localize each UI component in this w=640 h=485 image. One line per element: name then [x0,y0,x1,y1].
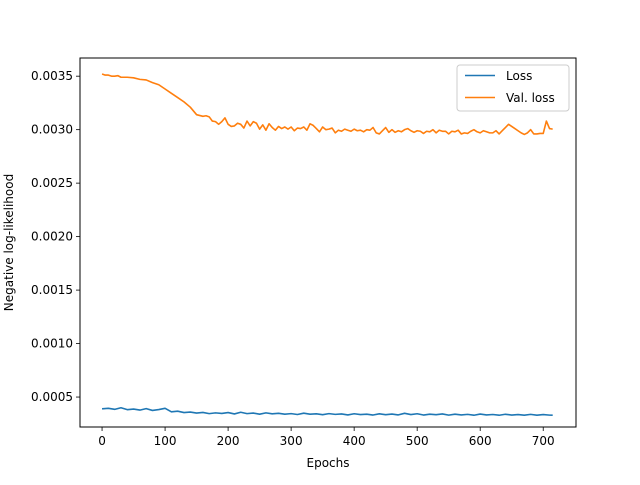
y-axis-label: Negative log-likelihood [2,174,16,311]
x-tick-label: 300 [280,434,303,448]
plot-frame [79,57,577,428]
y-tick-label: 0.0010 [31,337,73,351]
series-line-val-loss [101,73,553,136]
x-tick-label: 600 [469,434,492,448]
x-tick-label: 100 [154,434,177,448]
x-tick-label: 500 [406,434,429,448]
x-tick-label: 200 [217,434,240,448]
x-tick-label: 700 [532,434,555,448]
x-axis-ticks: 0 100 200 300 400 500 600 700 [98,427,555,448]
series-line-loss [101,406,553,417]
series-layer [101,73,553,417]
x-axis-label: Epochs [307,456,350,470]
y-tick-label: 0.0020 [31,230,73,244]
y-tick-label: 0.0035 [31,69,73,83]
y-tick-label: 0.0015 [31,283,73,297]
y-tick-label: 0.0025 [31,176,73,190]
legend-box [456,64,570,112]
y-tick-label: 0.0005 [31,390,73,404]
legend-label-val-loss: Val. loss [506,91,555,105]
y-tick-label: 0.0030 [31,123,73,137]
x-tick-label: 0 [98,434,106,448]
legend: Loss Val. loss [456,64,570,112]
legend-label-loss: Loss [506,69,532,83]
y-axis-ticks: 0.0005 0.0010 0.0015 0.0020 0.0025 0.0030 0.00… [31,69,80,404]
x-tick-label: 400 [343,434,366,448]
